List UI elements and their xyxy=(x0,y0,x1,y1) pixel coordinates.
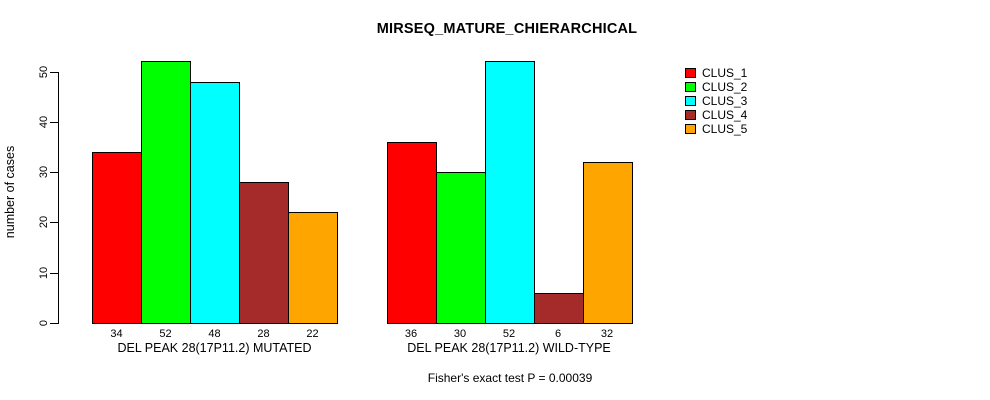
bar-clus_5-group1 xyxy=(288,212,338,324)
bar-value-label: 52 xyxy=(502,328,516,340)
bar-value-label: 30 xyxy=(453,328,467,340)
y-tick-label: 30 xyxy=(38,165,50,179)
legend-swatch-clus_1 xyxy=(685,68,696,78)
bar-clus_1-group1 xyxy=(92,151,142,324)
y-axis-tick xyxy=(50,172,59,174)
bar-clus_2-group2 xyxy=(435,172,486,324)
y-tick-label: 40 xyxy=(38,115,50,128)
annotation-text: Fisher's exact test P = 0.00039 xyxy=(427,371,593,385)
y-axis-tick xyxy=(50,121,59,123)
y-tick-label: 10 xyxy=(38,266,50,279)
legend: CLUS_1 CLUS_2 CLUS_3 CLUS_4 CLUS_5 xyxy=(685,66,747,136)
bar-value-label: 48 xyxy=(208,328,221,340)
y-axis-tick xyxy=(50,323,59,324)
bar-clus_3-group1 xyxy=(190,81,240,324)
y-tick-label: 50 xyxy=(38,65,50,78)
y-axis-label: number of cases xyxy=(3,145,17,239)
bar-value-label: 32 xyxy=(600,328,614,340)
y-axis-tick xyxy=(50,222,59,224)
chart-title: MIRSEQ_MATURE_CHIERARCHICAL xyxy=(376,21,638,37)
legend-swatch-clus_4 xyxy=(685,110,696,120)
legend-label: CLUS_5 xyxy=(702,122,748,136)
x-group-label: DEL PEAK 28(17P11.2) MUTATED xyxy=(117,341,312,355)
bar-clus_3-group2 xyxy=(484,61,535,324)
legend-label: CLUS_4 xyxy=(702,108,748,122)
x-group-label: DEL PEAK 28(17P11.2) WILD-TYPE xyxy=(407,341,611,355)
bar-value-label: 28 xyxy=(257,328,270,340)
y-axis-tick xyxy=(50,272,59,274)
y-axis-tick xyxy=(50,71,59,73)
legend-item-clus_4: CLUS_4 xyxy=(685,108,747,122)
y-axis-line xyxy=(58,71,59,324)
legend-item-clus_1: CLUS_1 xyxy=(685,66,747,80)
legend-label: CLUS_3 xyxy=(702,94,748,108)
y-tick-label: 0 xyxy=(38,319,50,327)
bar-value-label: 6 xyxy=(554,328,562,340)
legend-swatch-clus_2 xyxy=(685,82,696,92)
legend-item-clus_3: CLUS_3 xyxy=(685,94,747,108)
bar-clus_5-group2 xyxy=(582,162,633,324)
bar-clus_1-group2 xyxy=(386,141,437,324)
bar-value-label: 22 xyxy=(306,328,319,340)
legend-swatch-clus_3 xyxy=(685,96,696,106)
bar-value-label: 52 xyxy=(159,328,172,340)
legend-item-clus_2: CLUS_2 xyxy=(685,80,747,94)
legend-swatch-clus_5 xyxy=(685,124,696,134)
legend-label: CLUS_2 xyxy=(702,80,748,94)
bar-clus_2-group1 xyxy=(141,61,191,324)
legend-label: CLUS_1 xyxy=(702,66,748,80)
bar-value-label: 36 xyxy=(404,328,418,340)
bar-clus_4-group1 xyxy=(239,182,289,324)
legend-item-clus_5: CLUS_5 xyxy=(685,122,747,136)
bar-clus_4-group2 xyxy=(533,292,584,324)
bar-value-label: 34 xyxy=(110,328,123,340)
y-tick-label: 20 xyxy=(38,216,50,229)
